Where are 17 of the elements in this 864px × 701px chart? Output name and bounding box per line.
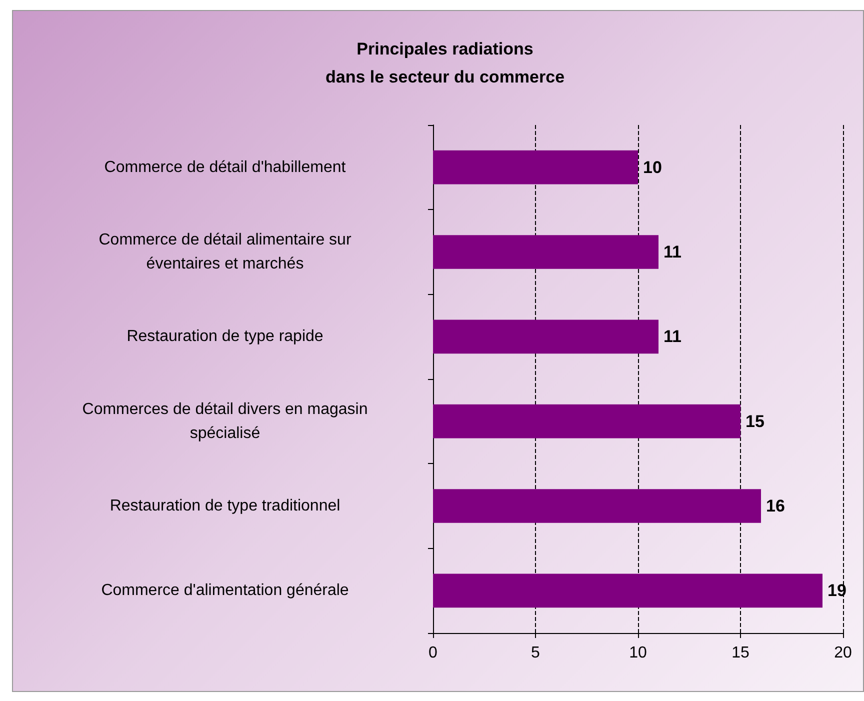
data-label: 10 xyxy=(643,158,662,177)
x-tick-label: 20 xyxy=(834,644,852,662)
x-tick-label: 0 xyxy=(428,644,438,662)
data-label: 11 xyxy=(664,327,682,346)
x-tick-label: 5 xyxy=(531,644,540,662)
y-tick-label: Commerce d'alimentation générale xyxy=(101,582,349,600)
data-label: 11 xyxy=(664,242,682,262)
data-label: 16 xyxy=(766,496,785,516)
x-tick-label: 10 xyxy=(629,644,647,662)
y-tick-label: Commerces de détail divers en magasin spécialisé xyxy=(82,400,368,442)
y-tick-label: Commerce de détail d'habillement xyxy=(104,158,346,176)
y-tick-label: Restauration de type rapide xyxy=(126,328,324,346)
y-tick-label: Restauration de type traditionnel xyxy=(110,498,340,514)
y-tick-label: Commerce de détail alimentaire sur éventaires et marchés xyxy=(98,232,352,272)
x-tick-label: 15 xyxy=(732,644,750,662)
chart-title: Principales radiations dans le secteur du commerce xyxy=(325,40,565,86)
data-label: 15 xyxy=(746,412,764,431)
